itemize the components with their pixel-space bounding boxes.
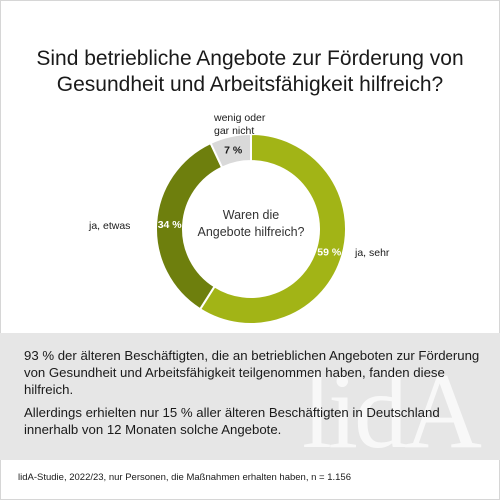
lida-watermark-logo: lidA	[301, 352, 482, 460]
donut-slice-0	[198, 132, 347, 325]
slice-category-label-2-0: wenig oder	[213, 112, 266, 124]
donut-slice-2	[209, 132, 252, 169]
slice-category-label-0: ja, sehr	[354, 247, 390, 259]
chart-title: Sind betriebliche Angebote zur Förderung…	[36, 47, 464, 96]
center-label-line-1: Angebote hilfreich?	[197, 225, 304, 239]
slice-value-label-1: 34 %	[158, 219, 183, 231]
center-label-line-0: Waren die	[223, 208, 280, 222]
slice-value-label-2: 7 %	[224, 144, 243, 156]
slice-value-label-0: 59 %	[317, 247, 342, 259]
summary-box: lidA 93 % der älteren Beschäftigten, die…	[0, 333, 500, 460]
slice-category-label-1: ja, etwas	[88, 220, 130, 232]
summary-paragraph-1: 93 % der älteren Beschäftigten, die an b…	[24, 348, 480, 397]
donut-chart: 59 % ja, sehr 34 % ja, etwas 7 % wenig oderga…	[88, 112, 390, 325]
summary-paragraph-2: Allerdings erhielten nur 15 % aller älte…	[24, 405, 440, 437]
source-note: lidA-Studie, 2022/23, nur Personen, die …	[18, 472, 351, 483]
slice-category-label-2-1: gar nicht	[214, 125, 254, 137]
